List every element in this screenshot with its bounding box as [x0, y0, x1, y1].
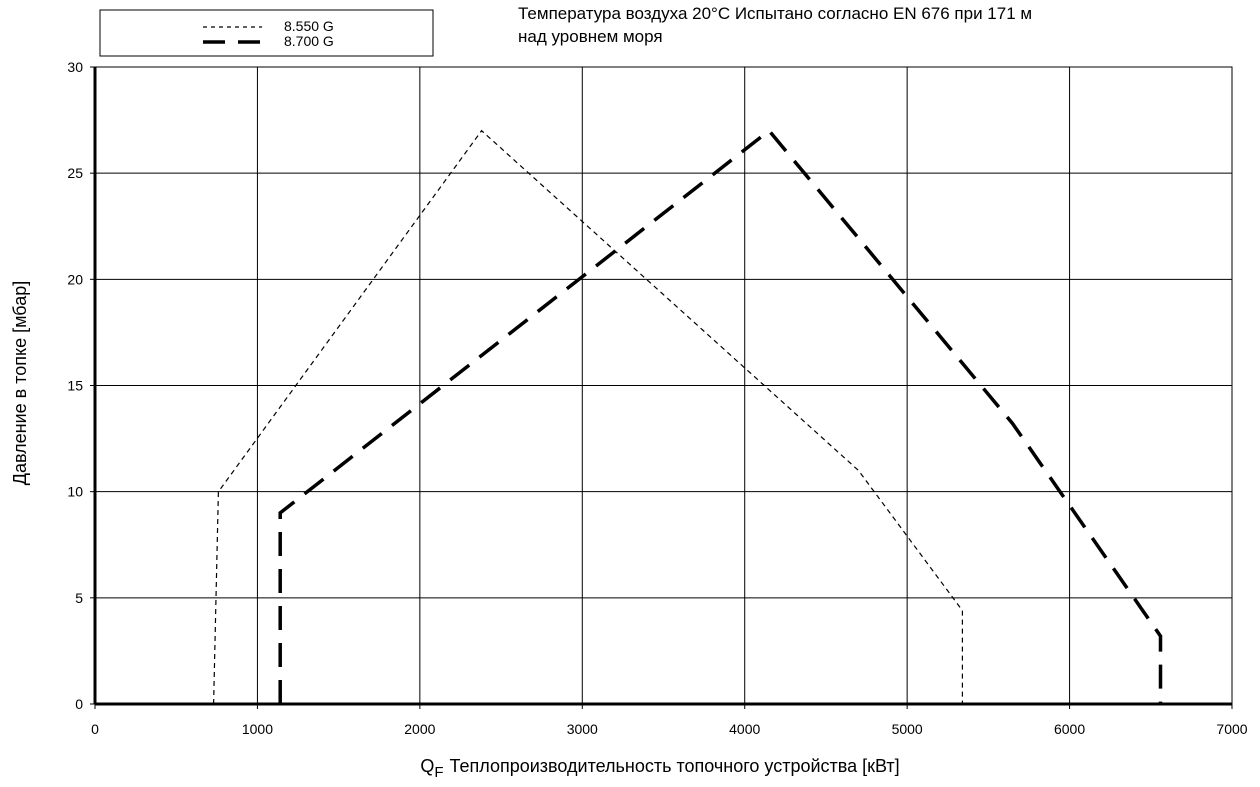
legend-label-series-2: 8.700 G — [284, 33, 334, 49]
legend-box — [99, 9, 434, 57]
x-axis-title: QF Теплопроизводительность топочного устр… — [420, 756, 899, 781]
x-tick-label: 2000 — [404, 721, 435, 737]
series-line-2 — [278, 128, 1163, 704]
y-tick-label: 10 — [67, 484, 83, 500]
x-tick-label: 1000 — [242, 721, 273, 737]
x-tick-label: 0 — [91, 721, 99, 737]
series-line-1 — [213, 129, 964, 705]
y-tick-label: 30 — [67, 59, 83, 75]
legend-label-series-1: 8.550 G — [284, 18, 334, 34]
y-tick-label: 5 — [75, 590, 83, 606]
axes — [90, 66, 1233, 709]
x-tick-label: 3000 — [567, 721, 598, 737]
y-tick-label: 15 — [67, 378, 83, 394]
tick-labels: 0 1000 2000 3000 4000 5000 6000 7000 0 5 10 15 20 25 3… — [67, 59, 1247, 737]
legend: 8.550 G 8.700 G — [99, 9, 434, 57]
x-tick-label: 6000 — [1054, 721, 1085, 737]
grid — [94, 66, 1233, 705]
x-tick-label: 4000 — [729, 721, 760, 737]
x-tick-label: 7000 — [1216, 721, 1247, 737]
y-tick-label: 25 — [67, 165, 83, 181]
note-line-2: над уровнем моря — [518, 27, 663, 46]
series-layer — [213, 128, 1163, 705]
y-axis-title: Давление в топке [мбар] — [10, 281, 30, 485]
y-tick-label: 20 — [67, 271, 83, 287]
note-line-1: Температура воздуха 20°C Испытано соглас… — [518, 4, 1032, 23]
x-tick-label: 5000 — [892, 721, 923, 737]
y-tick-label: 0 — [75, 696, 83, 712]
